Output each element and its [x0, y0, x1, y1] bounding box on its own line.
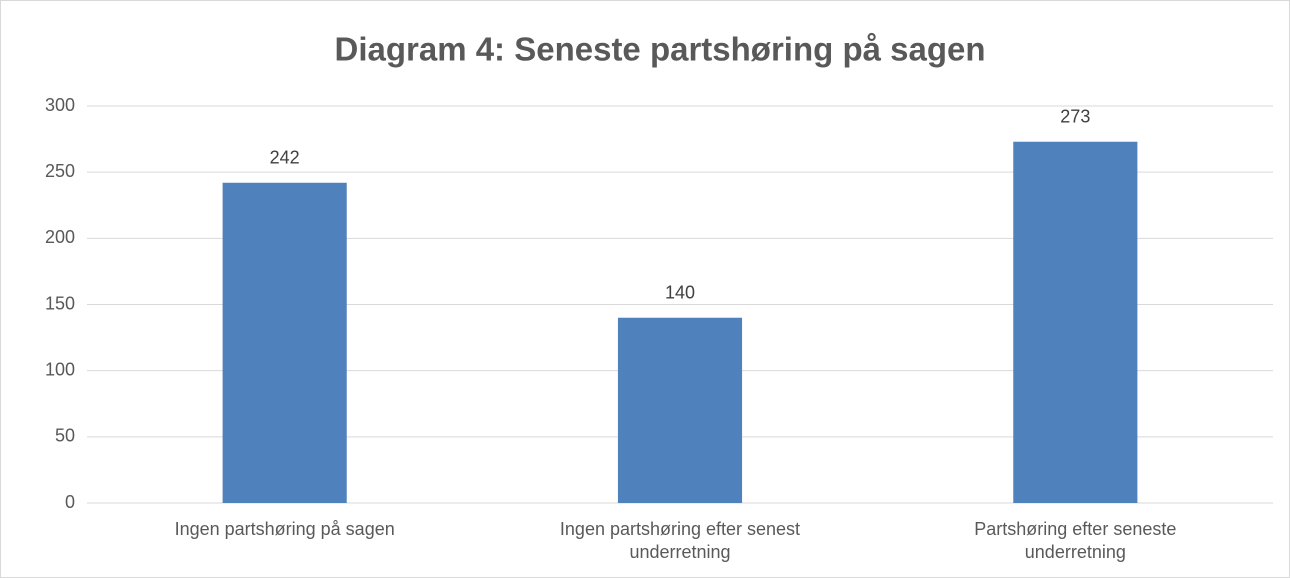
data-label: 273 — [1060, 106, 1090, 126]
y-tick-label: 200 — [45, 227, 75, 247]
y-tick-label: 50 — [55, 426, 75, 446]
chart-title: Diagram 4: Seneste partshøring på sagen — [334, 31, 985, 68]
bar — [222, 182, 347, 503]
bar — [617, 317, 743, 503]
data-label: 242 — [270, 148, 300, 168]
x-tick-label: Ingen partshøring på sagen — [174, 519, 395, 539]
x-tick-label: Ingen partshøring efter senest underretn… — [559, 519, 801, 562]
y-tick-label: 300 — [45, 95, 75, 115]
y-tick-label: 150 — [45, 293, 75, 313]
y-tick-label: 100 — [45, 359, 75, 379]
x-tick-label: Partshøring efter seneste underretning — [974, 519, 1177, 562]
data-label: 140 — [665, 282, 695, 302]
y-tick-label: 0 — [65, 492, 75, 512]
y-tick-label: 250 — [45, 161, 75, 181]
bar — [1013, 141, 1138, 504]
